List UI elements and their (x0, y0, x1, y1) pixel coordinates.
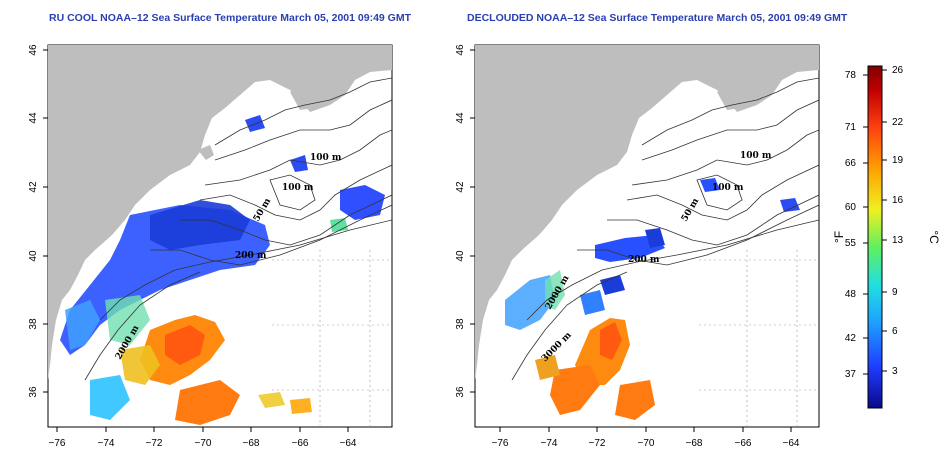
colorbar-c-label: 9 (892, 287, 898, 298)
lat-tick-label: 38 (455, 318, 466, 330)
left-map-panel: 100 m 100 m 50 m 200 m 2000 m (47, 44, 393, 428)
colorbar-c-label: 3 (892, 366, 898, 377)
lat-tick-label: 42 (28, 181, 39, 193)
contour-label: 200 m (235, 251, 267, 261)
graticule (272, 250, 392, 427)
sst-field (505, 178, 800, 420)
lon-tick-label: −70 (195, 438, 212, 449)
lon-tick-label: −74 (541, 438, 558, 449)
colorbar-unit-f: °F (832, 231, 846, 243)
left-lat-tick-labels: 36 38 40 42 44 46 (28, 44, 39, 398)
lon-tick-label: −68 (686, 438, 703, 449)
lon-tick-label: −66 (292, 438, 309, 449)
colorbar-f-label: 42 (845, 333, 857, 344)
lat-tick-label: 46 (455, 44, 466, 56)
lon-tick-label: −74 (98, 438, 115, 449)
colorbar-f-label: 48 (845, 289, 857, 300)
lon-tick-label: −66 (735, 438, 752, 449)
lat-tick-label: 36 (455, 386, 466, 398)
lat-tick-label: 40 (28, 250, 39, 262)
right-map-panel: 100 m 100 m 50 m 200 m 2000 m 3000 m (474, 44, 820, 428)
left-lon-tick-labels: −76 −74 −72 −70 −68 −66 −64 (49, 438, 357, 449)
nova-scotia (717, 68, 787, 110)
lon-tick-label: −68 (243, 438, 260, 449)
left-map-axes (43, 49, 349, 432)
nova-scotia (290, 68, 360, 110)
lat-tick-label: 40 (455, 250, 466, 262)
lat-tick-label: 44 (28, 112, 39, 124)
lat-tick-label: 36 (28, 386, 39, 398)
lat-tick-label: 46 (28, 44, 39, 56)
colorbar-c-label: 6 (892, 326, 898, 337)
lon-tick-label: −64 (340, 438, 357, 449)
colorbar-f-label: 60 (845, 202, 857, 213)
colorbar-f-label: 71 (845, 122, 857, 133)
colorbar-c-label: 19 (892, 155, 904, 166)
right-map-title: DECLOUDED NOAA–12 Sea Surface Temperatur… (467, 12, 848, 24)
lat-tick-label: 38 (28, 318, 39, 330)
contour-label: 100 m (310, 153, 342, 163)
sst-field (60, 115, 385, 425)
land-mass (475, 45, 819, 380)
colorbar-unit-c: °C (927, 230, 941, 244)
colorbar-c-label: 22 (892, 117, 904, 128)
land-mass (48, 45, 392, 380)
contour-label: 100 m (740, 151, 772, 161)
lon-tick-label: −72 (589, 438, 606, 449)
lon-tick-label: −64 (783, 438, 800, 449)
contour-label: 100 m (282, 183, 314, 193)
left-map-title: RU COOL NOAA–12 Sea Surface Temperature … (49, 12, 412, 24)
colorbar-f-label: 66 (845, 158, 857, 169)
right-lon-tick-labels: −76 −74 −72 −70 −68 −66 −64 (492, 438, 800, 449)
graticule (699, 250, 819, 427)
contour-label: 100 m (712, 183, 744, 193)
right-map-axes (470, 49, 792, 432)
colorbar-c-label: 13 (892, 235, 904, 246)
lon-tick-label: −76 (49, 438, 66, 449)
lon-tick-label: −76 (492, 438, 509, 449)
contour-label: 200 m (628, 255, 660, 265)
right-lat-tick-labels: 36 38 40 42 44 46 (455, 44, 466, 398)
bathymetry-contours (511, 77, 819, 381)
lon-tick-label: −72 (146, 438, 163, 449)
colorbar-gradient (867, 65, 883, 409)
lat-tick-label: 42 (455, 181, 466, 193)
colorbar-f-label: 55 (845, 238, 857, 249)
cape-cod (198, 145, 214, 160)
colorbar-c-label: 26 (892, 65, 904, 76)
bathymetry-contours (84, 77, 392, 381)
colorbar: 78 71 66 60 55 48 42 37 26 22 19 16 13 9… (832, 65, 941, 409)
colorbar-f-label: 37 (845, 369, 857, 380)
lon-tick-label: −70 (638, 438, 655, 449)
lat-tick-label: 44 (455, 112, 466, 124)
colorbar-c-label: 16 (892, 195, 904, 206)
colorbar-f-label: 78 (845, 70, 857, 81)
